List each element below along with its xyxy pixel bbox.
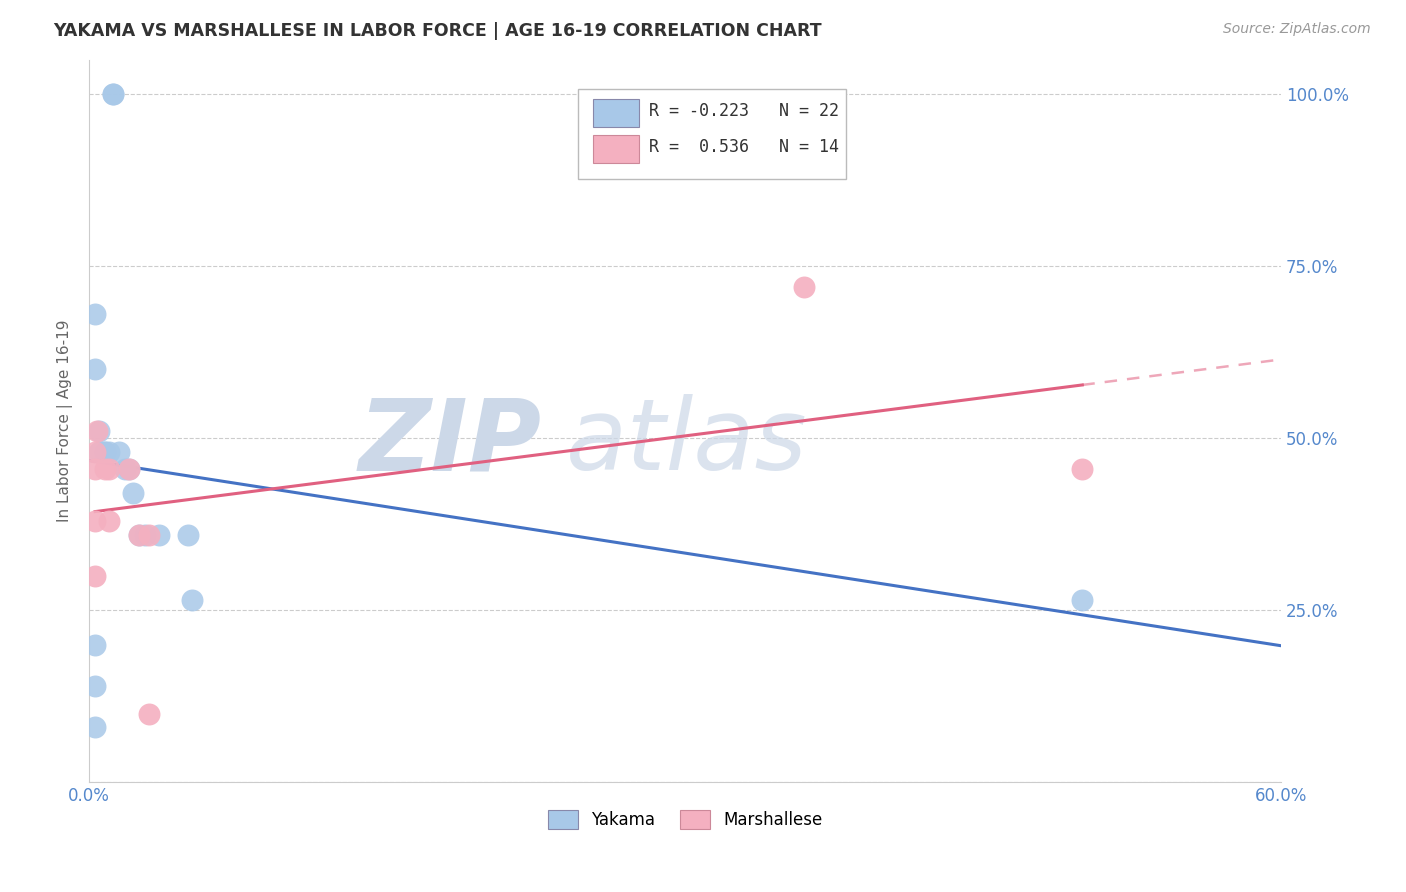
Point <box>84 720 107 734</box>
Point <box>118 462 141 476</box>
Point <box>1071 462 1094 476</box>
Point <box>128 527 150 541</box>
Point <box>181 593 204 607</box>
Point <box>84 638 107 652</box>
Point <box>98 462 121 476</box>
Point <box>94 445 117 459</box>
Point <box>108 445 131 459</box>
Point <box>84 514 107 528</box>
Point <box>84 445 107 459</box>
FancyBboxPatch shape <box>593 136 638 163</box>
Point <box>84 462 107 476</box>
Point <box>84 307 107 321</box>
Text: ZIP: ZIP <box>359 394 543 491</box>
Point <box>84 362 107 376</box>
Point <box>94 445 117 459</box>
Point <box>177 527 200 541</box>
Legend: Yakama, Marshallese: Yakama, Marshallese <box>541 803 830 836</box>
Point <box>101 87 124 101</box>
Point <box>87 425 110 439</box>
Point <box>148 527 170 541</box>
FancyBboxPatch shape <box>578 88 846 179</box>
Point <box>118 462 141 476</box>
Point <box>98 445 121 459</box>
Point <box>121 486 143 500</box>
Text: YAKAMA VS MARSHALLESE IN LABOR FORCE | AGE 16-19 CORRELATION CHART: YAKAMA VS MARSHALLESE IN LABOR FORCE | A… <box>53 22 823 40</box>
Point <box>138 706 160 721</box>
Point <box>86 425 108 439</box>
Text: R =  0.536   N = 14: R = 0.536 N = 14 <box>650 138 839 156</box>
Point <box>98 514 121 528</box>
Y-axis label: In Labor Force | Age 16-19: In Labor Force | Age 16-19 <box>58 319 73 522</box>
Point <box>128 527 150 541</box>
Text: atlas: atlas <box>565 394 807 491</box>
Text: Source: ZipAtlas.com: Source: ZipAtlas.com <box>1223 22 1371 37</box>
Point <box>114 462 136 476</box>
Point <box>87 445 110 459</box>
Point <box>101 87 124 101</box>
Point <box>138 527 160 541</box>
Point <box>84 569 107 583</box>
Point <box>134 527 156 541</box>
Point <box>793 279 815 293</box>
Point <box>94 462 117 476</box>
Point <box>1071 593 1094 607</box>
FancyBboxPatch shape <box>593 99 638 127</box>
Point <box>84 679 107 693</box>
Text: R = -0.223   N = 22: R = -0.223 N = 22 <box>650 102 839 120</box>
